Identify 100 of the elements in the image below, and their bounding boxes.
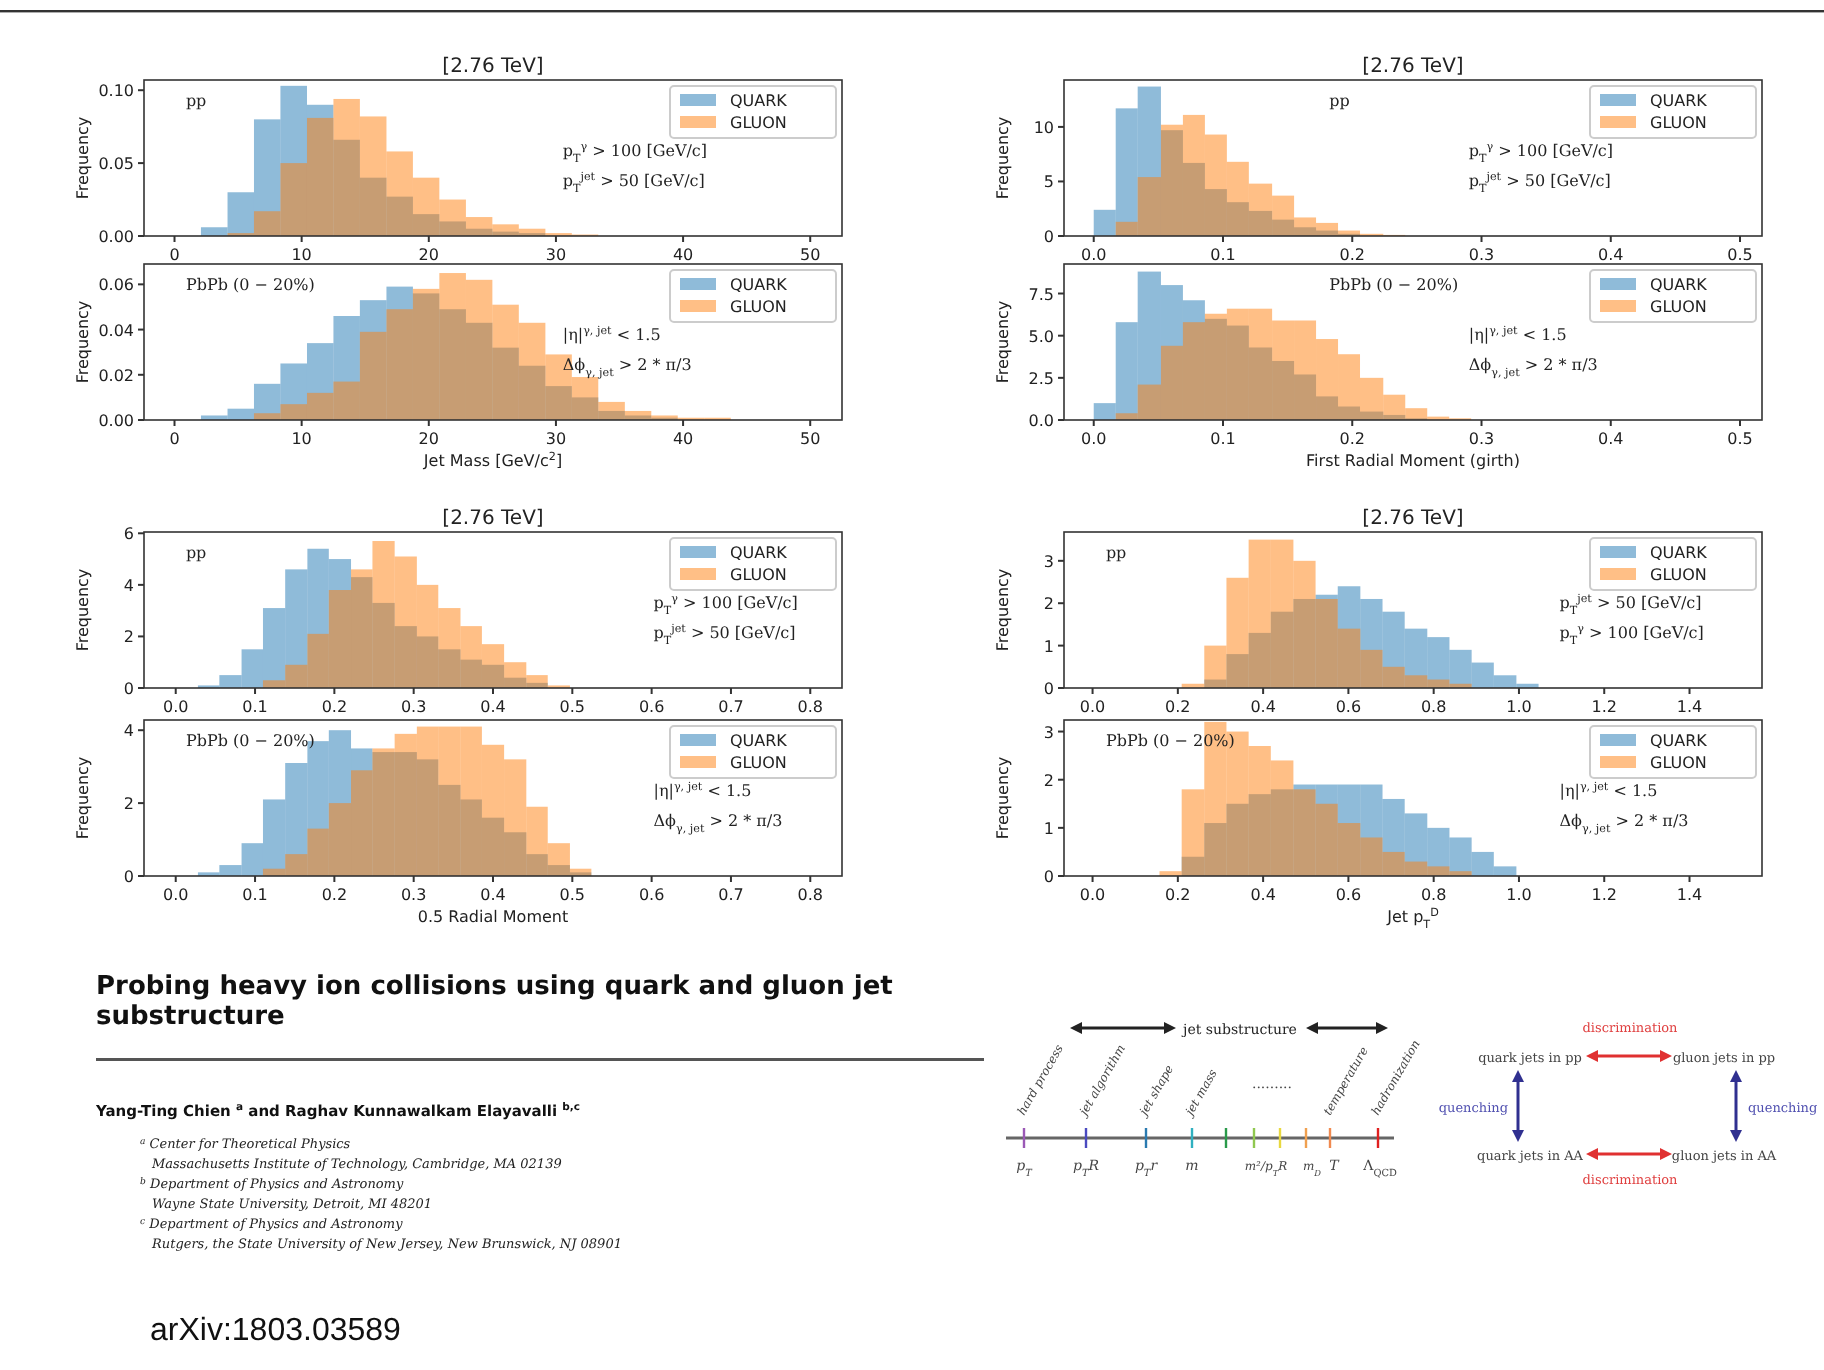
x-tick-label: 0 [169, 430, 180, 448]
legend-label: GLUON [730, 754, 787, 772]
y-axis-title: Frequency [994, 116, 1012, 200]
annotation: Δϕ$_{γ, jet}$ > 2 * π/3 [1468, 356, 1598, 380]
legend-label: QUARK [1650, 732, 1709, 750]
legend-label: QUARK [730, 92, 789, 110]
legend-label: GLUON [730, 298, 787, 316]
chart-title: [2.76 TeV] [1362, 508, 1464, 530]
x-tick-label: 0.2 [1165, 886, 1191, 904]
x-tick-label: 0.3 [400, 698, 427, 716]
y-tick-label: 10 [1033, 118, 1054, 137]
y-tick-label: 0.05 [98, 155, 134, 174]
x-tick-label: 50 [800, 246, 821, 264]
x-tick-label: 0.0 [1079, 698, 1106, 716]
annotation: pp [1105, 544, 1127, 562]
x-tick-label: 0.1 [1210, 430, 1236, 448]
y-tick-label: 0.10 [98, 82, 134, 101]
chart-title: [2.76 TeV] [1362, 56, 1464, 78]
y-tick-label: 3 [1043, 552, 1054, 571]
y-tick-label: 4 [123, 722, 134, 741]
annotation: p$_{T}$$^{jet}$ > 50 [GeV/c] [653, 622, 796, 648]
x-tick-label: 0.7 [718, 886, 744, 904]
annotation: PbPb (0 − 20%) [185, 276, 315, 294]
annotation: |η|$^{γ, jet}$ < 1.5 [1559, 780, 1658, 800]
x-tick-label: 0.8 [1420, 886, 1447, 904]
y-tick-label: 7.5 [1028, 285, 1054, 304]
x-tick-label: 0.2 [321, 698, 348, 716]
x-tick-label: 0.6 [638, 886, 665, 904]
x-tick-label: 0.5 [559, 698, 586, 716]
text: arXiv:1803.03589 [150, 1314, 402, 1348]
x-tick-label: 50 [800, 430, 821, 448]
x-tick-label: 0.5 [1727, 246, 1753, 264]
legend-label: QUARK [1650, 92, 1709, 110]
x-tick-label: 0.6 [1335, 698, 1362, 716]
x-axis-title: 0.5 Radial Moment [417, 908, 569, 926]
y-tick-label: 0.00 [98, 228, 134, 246]
x-tick-label: 1.4 [1676, 698, 1703, 716]
x-tick-label: 0.2 [1165, 698, 1191, 716]
chart-title: [2.76 TeV] [442, 508, 544, 530]
y-axis-title: Frequency [74, 756, 92, 840]
y-tick-label: 6 [123, 525, 134, 544]
annotation: pp [185, 544, 207, 562]
y-tick-label: 0.00 [98, 412, 134, 430]
y-tick-label: 5 [1043, 173, 1054, 192]
x-tick-label: 1.4 [1676, 886, 1703, 904]
x-tick-label: 0.1 [1210, 246, 1236, 264]
legend-label: QUARK [730, 544, 789, 562]
x-axis-title: Jet Mass [GeV/c$^{2}$] [421, 450, 563, 470]
legend-label: GLUON [1650, 114, 1707, 132]
y-tick-label: 2 [123, 628, 134, 647]
annotation: |η|$^{γ, jet}$ < 1.5 [653, 780, 752, 800]
y-axis-title: Frequency [994, 756, 1012, 840]
y-tick-label: 2 [1043, 595, 1054, 614]
x-tick-label: 0.5 [559, 886, 586, 904]
x-tick-label: 1.2 [1591, 698, 1617, 716]
annotation: PbPb (0 − 20%) [185, 732, 315, 750]
y-axis-title: Frequency [74, 116, 92, 200]
x-tick-label: 0.1 [242, 886, 268, 904]
annotation: |η|$^{γ, jet}$ < 1.5 [562, 324, 661, 344]
x-tick-label: 0.3 [400, 886, 427, 904]
x-tick-label: 0.6 [638, 698, 665, 716]
chart-title: [2.76 TeV] [442, 56, 544, 78]
x-tick-label: 0.3 [1468, 430, 1495, 448]
y-axis-title: Frequency [74, 300, 92, 384]
x-tick-label: 0.4 [1250, 886, 1276, 904]
x-tick-label: 0.4 [480, 698, 506, 716]
x-axis-title: First Radial Moment (girth) [1306, 452, 1520, 470]
x-tick-label: 0.8 [797, 698, 824, 716]
y-tick-label: 0 [123, 868, 134, 886]
x-tick-label: 0.4 [1598, 246, 1624, 264]
text: Probing heavy ion collisions using quark and gluon jet substructure [96, 972, 893, 1032]
annotation: Δϕ$_{γ, jet}$ > 2 * π/3 [1559, 812, 1689, 836]
y-tick-label: 2.5 [1028, 369, 1054, 388]
annotation: |η|$^{γ, jet}$ < 1.5 [1468, 324, 1567, 344]
x-tick-label: 10 [291, 246, 312, 264]
x-tick-label: 0 [169, 246, 180, 264]
x-tick-label: 0.0 [1079, 886, 1106, 904]
x-tick-label: 0.7 [718, 698, 744, 716]
annotation: Δϕ$_{γ, jet}$ > 2 * π/3 [653, 812, 783, 836]
annotation: PbPb (0 − 20%) [1329, 276, 1459, 294]
y-axis-title: Frequency [994, 568, 1012, 652]
legend-label: GLUON [1650, 566, 1707, 584]
x-tick-label: 0.1 [242, 698, 268, 716]
y-tick-label: 2 [1043, 771, 1054, 790]
legend-label: GLUON [730, 114, 787, 132]
annotation: Δϕ$_{γ, jet}$ > 2 * π/3 [562, 356, 692, 380]
x-tick-label: 0.0 [1081, 430, 1107, 448]
annotation: p$_{T}$$^{jet}$ > 50 [GeV/c] [1468, 170, 1611, 196]
y-tick-label: 0 [1043, 680, 1054, 698]
y-tick-label: 0.0 [1028, 412, 1054, 430]
x-tick-label: 0.2 [1339, 430, 1365, 448]
y-tick-label: 0 [1043, 868, 1054, 886]
x-tick-label: 0.8 [1420, 698, 1447, 716]
y-tick-label: 0.04 [98, 321, 134, 340]
legend-label: QUARK [1650, 276, 1709, 294]
y-tick-label: 5.0 [1028, 327, 1054, 346]
y-axis-title: Frequency [74, 568, 92, 652]
annotation: p$_{T}$$^{γ}$ > 100 [GeV/c] [653, 594, 798, 618]
x-tick-label: 0.4 [480, 886, 506, 904]
x-tick-label: 0.2 [1339, 246, 1365, 264]
